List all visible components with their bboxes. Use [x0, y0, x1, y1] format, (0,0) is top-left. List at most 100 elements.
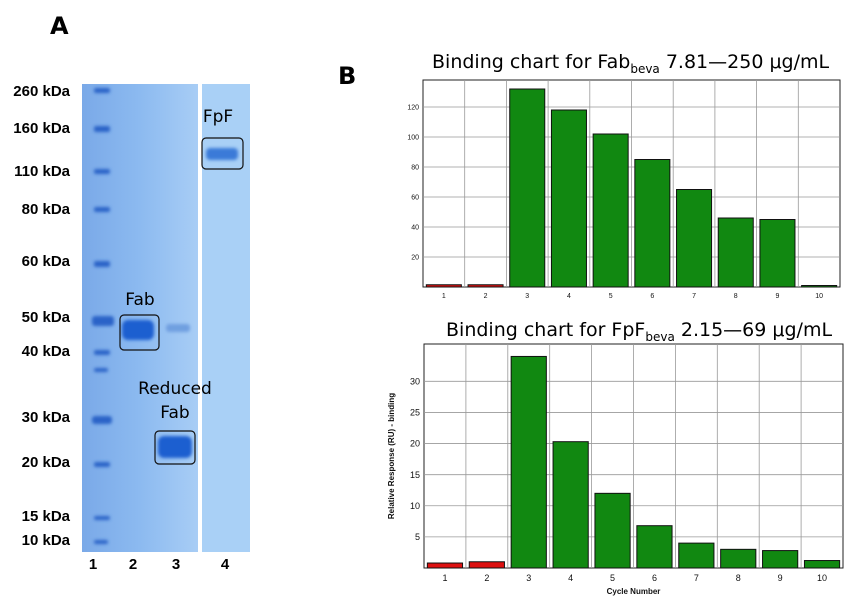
- lane-number: 1: [88, 556, 98, 573]
- bar: [510, 355, 547, 569]
- x-tick-label: 5: [609, 293, 613, 300]
- ladder-band: [94, 261, 110, 267]
- bar: [762, 550, 799, 569]
- bar: [468, 561, 505, 569]
- x-tick-label: 5: [610, 573, 615, 583]
- reduced-label-line1: Reduced: [138, 379, 212, 399]
- ladder-band: [94, 350, 110, 355]
- reduced-fab-box: [154, 430, 196, 465]
- chart-title-top-rest: 7.81—250 μg/mL: [659, 51, 830, 73]
- x-tick-label: 7: [694, 573, 699, 583]
- y-tick-label: 80: [411, 164, 419, 171]
- ladder-band: [94, 368, 108, 372]
- x-tick-label: 3: [526, 573, 531, 583]
- y-tick-label: 25: [410, 408, 420, 418]
- chart-title-bottom: Binding chart for FpFbeva 2.15—69 μg/mL: [446, 319, 832, 344]
- ladder-band: [94, 516, 110, 520]
- ladder-band: [94, 169, 110, 174]
- bar: [426, 562, 464, 569]
- x-tick-label: 8: [736, 573, 741, 583]
- marker-label: 50 kDa: [21, 309, 70, 326]
- ladder-band: [92, 316, 114, 326]
- ladder-band: [94, 207, 110, 212]
- bar: [801, 285, 838, 288]
- x-tick-label: 10: [815, 293, 823, 300]
- ladder-band: [94, 540, 108, 544]
- bar: [676, 189, 713, 288]
- lane-number: 4: [220, 556, 230, 573]
- bar: [636, 525, 673, 569]
- marker-label: 40 kDa: [21, 343, 70, 360]
- x-tick-label: 2: [484, 293, 488, 300]
- bar: [803, 560, 841, 569]
- x-tick-label: 8: [734, 293, 738, 300]
- y-axis-label: Relative Response (RU) - binding: [387, 393, 396, 519]
- chart-title-top-main: Binding chart for Fab: [432, 51, 631, 73]
- fpf-band: [206, 148, 238, 160]
- x-tick-label: 9: [778, 573, 783, 583]
- bar: [720, 548, 757, 569]
- marker-label: 20 kDa: [21, 454, 70, 471]
- bar: [634, 159, 671, 288]
- bar: [552, 441, 589, 569]
- ladder-band: [94, 462, 110, 467]
- x-axis-label: Cycle Number: [607, 587, 661, 596]
- ladder-band: [94, 126, 110, 132]
- y-tick-label: 120: [407, 104, 419, 111]
- bar: [594, 492, 631, 569]
- ladder-bands: [92, 88, 114, 544]
- x-tick-label: 3: [525, 293, 529, 300]
- sample-bands: [122, 148, 238, 458]
- x-tick-label: 6: [650, 293, 654, 300]
- gel-image: [82, 84, 250, 552]
- gel-lane4-background: [202, 84, 250, 552]
- fab-band: [122, 320, 154, 340]
- fpf-label: FpF: [202, 107, 234, 127]
- bar: [425, 284, 462, 288]
- fab-box: [119, 314, 160, 351]
- y-tick-label: 20: [411, 254, 419, 261]
- x-tick-label: 1: [442, 573, 447, 583]
- marker-label: 260 kDa: [13, 83, 70, 100]
- fab-label: Fab: [125, 290, 155, 310]
- y-tick-label: 40: [411, 224, 419, 231]
- bar: [759, 219, 796, 288]
- bar: [550, 109, 587, 288]
- marker-label: 110 kDa: [14, 163, 70, 180]
- y-tick-label: 100: [407, 134, 419, 141]
- marker-label: 10 kDa: [21, 532, 70, 549]
- y-tick-label: 60: [411, 194, 419, 201]
- chart-title-bottom-sub: beva: [645, 329, 675, 344]
- chart-title-top-sub: beva: [630, 61, 660, 76]
- chart-title-top: Binding chart for Fabbeva 7.81—250 μg/mL: [432, 51, 829, 76]
- y-tick-label: 5: [415, 532, 420, 542]
- x-tick-label: 6: [652, 573, 657, 583]
- x-tick-label: 7: [692, 293, 696, 300]
- y-tick-label: 10: [410, 501, 420, 511]
- binding-chart-fab: 2040608010012012345678910Cycle NumberRel…: [407, 79, 841, 300]
- bar: [678, 542, 715, 569]
- x-tick-label: 9: [775, 293, 779, 300]
- marker-label: 60 kDa: [21, 253, 70, 270]
- x-tick-label: 4: [568, 573, 573, 583]
- x-tick-label: 2: [484, 573, 489, 583]
- bar: [717, 217, 754, 288]
- ladder-band: [94, 88, 110, 93]
- lane-number: 2: [128, 556, 138, 573]
- x-tick-label: 10: [817, 573, 827, 583]
- lane-number: 3: [171, 556, 181, 573]
- chart-title-bottom-rest: 2.15—69 μg/mL: [674, 319, 833, 341]
- y-tick-label: 20: [410, 439, 420, 449]
- reduced-fab-band: [158, 436, 192, 458]
- fab-faint-band: [166, 324, 190, 332]
- y-tick-label: 15: [410, 470, 420, 480]
- marker-label: 30 kDa: [21, 409, 70, 426]
- chart-title-bottom-main: Binding chart for FpF: [446, 319, 646, 341]
- bar: [592, 133, 629, 288]
- bar: [467, 284, 504, 288]
- marker-label: 15 kDa: [21, 508, 70, 525]
- x-tick-label: 1: [442, 293, 446, 300]
- ladder-band: [92, 416, 112, 424]
- reduced-label-line2: Fab: [160, 403, 190, 423]
- marker-label: 160 kDa: [13, 120, 70, 137]
